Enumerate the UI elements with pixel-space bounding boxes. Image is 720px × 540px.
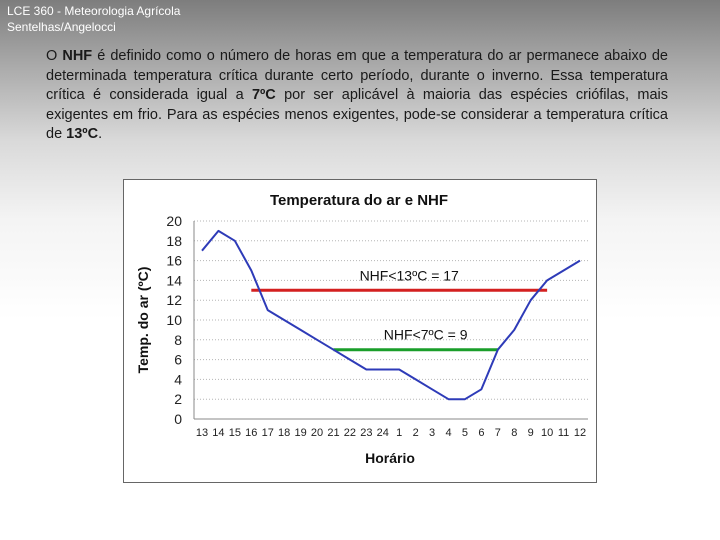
x-tick-label: 21 [327, 427, 339, 439]
y-axis-label: Temp. do ar (ºC) [135, 267, 151, 374]
x-tick-label: 8 [511, 427, 517, 439]
y-tick-label: 16 [166, 253, 182, 269]
x-tick-label: 3 [429, 427, 435, 439]
course-title: LCE 360 - Meteorologia Agrícola [7, 4, 181, 18]
x-tick-label: 5 [462, 427, 468, 439]
y-tick-label: 18 [166, 233, 182, 249]
temperature-nhf-chart: Temperatura do ar e NHF 0246810121416182… [135, 192, 588, 466]
x-tick-label: 22 [344, 427, 356, 439]
series-layer [201, 229, 581, 401]
x-tick-label: 18 [278, 427, 290, 439]
intro-text-4: . [98, 126, 103, 142]
x-axis-label: Horário [365, 450, 415, 466]
chart-container: Temperatura do ar e NHF 0 2 4 6 8 10 12 14 16 18 2… [123, 179, 597, 483]
x-tick-label: 20 [311, 427, 323, 439]
x-tick-label: 17 [262, 427, 274, 439]
intro-bold-7c: 7ºC [251, 87, 276, 103]
y-tick-label: 2 [174, 391, 182, 407]
x-tick-label: 19 [294, 427, 306, 439]
intro-bold-13c: 13ºC [66, 126, 99, 142]
intro-text-1: O [46, 48, 63, 64]
x-tick-label: 4 [445, 427, 451, 439]
x-tick-label: 23 [360, 427, 372, 439]
x-tick-label: 14 [212, 427, 224, 439]
x-tick-labels: 13 14 15 16 17 18 19 20 21 22 23 24 1 2 3 4 5 6 7 8 9 10 11 12 [196, 427, 586, 439]
y-tick-label: 4 [174, 371, 182, 387]
y-tick-label: 20 [166, 213, 182, 229]
threshold-labels: NHF<13ºC = 17 NHF<7ºC = 9 [360, 267, 468, 342]
y-tick-label: 10 [166, 312, 182, 328]
y-tick-label: 8 [174, 332, 182, 348]
x-tick-label: 15 [229, 427, 241, 439]
threshold-label: NHF<13ºC = 17 [360, 267, 459, 283]
x-tick-label: 16 [245, 427, 257, 439]
x-tick-label: 9 [528, 427, 534, 439]
x-tick-label: 13 [196, 427, 208, 439]
y-tick-label: 12 [166, 292, 182, 308]
chart-title: Temperatura do ar e NHF [270, 192, 448, 209]
slide-header: LCE 360 - Meteorologia Agrícola Sentelha… [7, 3, 180, 35]
x-tick-label: 6 [478, 427, 484, 439]
series-line [201, 229, 581, 401]
x-tick-label: 11 [558, 427, 569, 439]
intro-text-2: é definido como o número de horas em que… [46, 48, 668, 103]
y-tick-labels: 0 2 4 6 8 10 12 14 16 18 20 [166, 213, 182, 427]
y-tick-label: 0 [174, 411, 182, 427]
intro-paragraph: O NHF é definido como o número de horas … [46, 47, 668, 145]
x-tick-label: 7 [495, 427, 501, 439]
authors: Sentelhas/Angelocci [7, 20, 116, 34]
gridlines [193, 220, 588, 420]
x-tick-label: 2 [413, 427, 419, 439]
threshold-lines [251, 288, 548, 352]
y-tick-label: 6 [174, 352, 182, 368]
x-tick-label: 1 [396, 427, 402, 439]
intro-bold-nhf: NHF [62, 48, 93, 64]
intro-text-3: por ser aplicável à maioria das espécies… [46, 87, 668, 142]
x-tick-label: 10 [541, 427, 553, 439]
y-tick-label: 14 [166, 272, 182, 288]
threshold-label: NHF<7ºC = 9 [384, 327, 468, 343]
x-tick-label: 24 [377, 427, 389, 439]
x-tick-label: 12 [574, 427, 586, 439]
